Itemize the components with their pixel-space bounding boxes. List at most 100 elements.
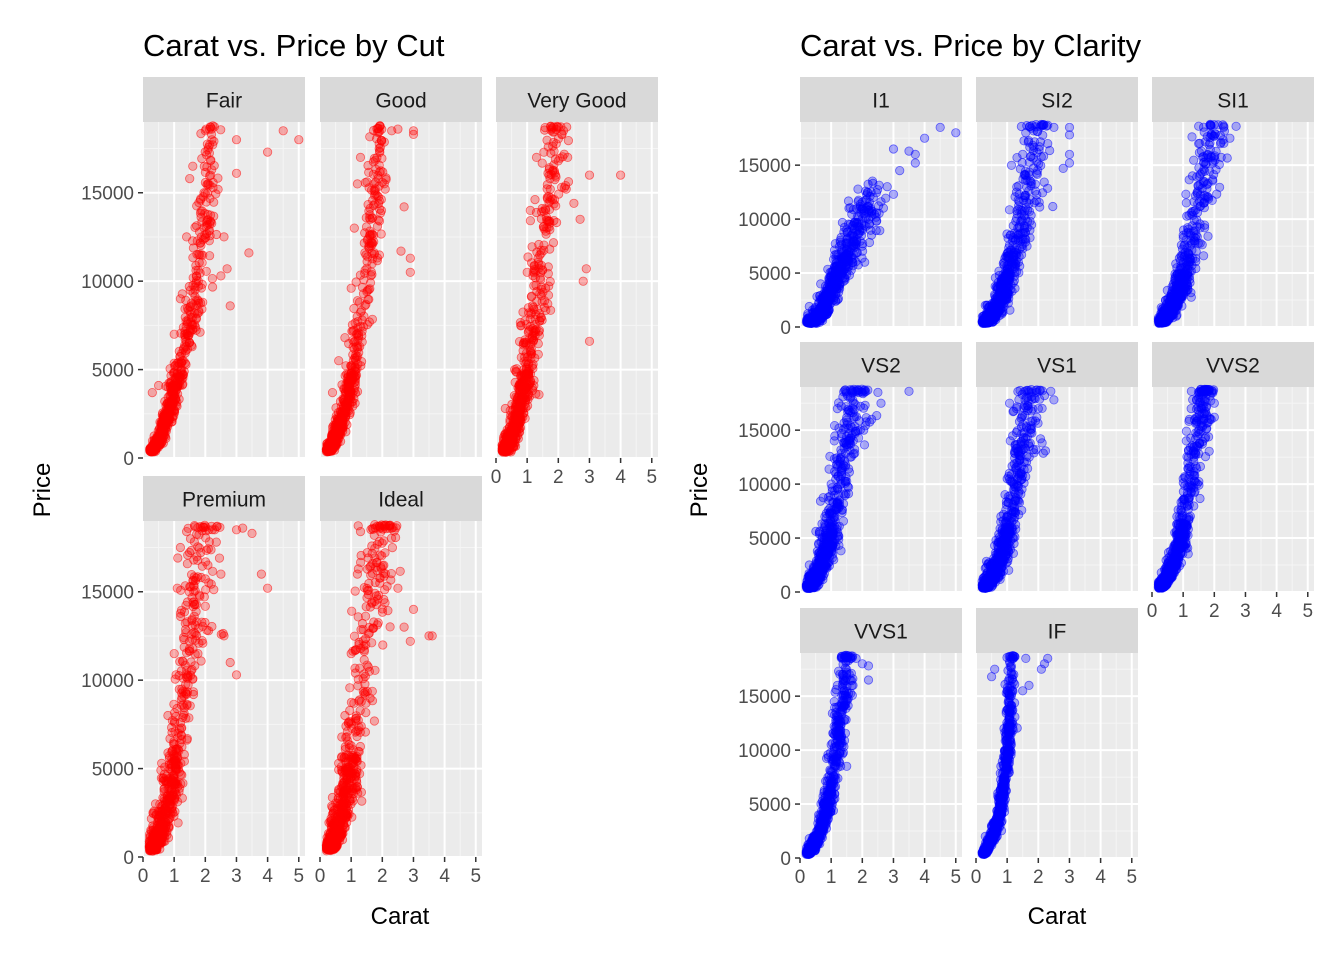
data-point <box>201 557 211 567</box>
data-point <box>866 230 877 240</box>
data-point <box>405 267 415 277</box>
data-point <box>179 632 189 643</box>
data-point <box>352 569 362 579</box>
x-tick-label: 5 <box>470 866 481 887</box>
y-tick-label: 5000 <box>749 264 791 285</box>
data-point <box>352 179 362 189</box>
data-point <box>351 775 362 785</box>
data-point <box>867 211 877 221</box>
data-point <box>176 769 186 780</box>
data-point <box>364 585 374 596</box>
data-point <box>387 542 397 553</box>
data-point <box>201 197 211 207</box>
data-point <box>370 155 380 165</box>
data-point <box>339 800 349 811</box>
x-tick-label: 5 <box>293 866 304 887</box>
data-point <box>340 742 350 752</box>
data-point <box>359 688 369 699</box>
facet-label: Very Good <box>527 90 626 113</box>
data-point <box>520 383 530 393</box>
data-point <box>359 669 369 679</box>
data-point <box>170 674 180 684</box>
data-point <box>356 306 367 316</box>
data-point <box>951 128 961 138</box>
data-point <box>182 526 192 537</box>
data-point <box>196 283 206 293</box>
data-point <box>262 147 273 157</box>
data-point <box>162 771 172 781</box>
data-point <box>185 285 195 295</box>
data-point <box>343 379 353 390</box>
data-point <box>214 553 225 563</box>
data-point <box>377 607 388 617</box>
data-point <box>208 140 218 150</box>
data-point <box>357 796 367 806</box>
data-point <box>539 245 549 255</box>
data-point <box>345 683 355 693</box>
scatter-points <box>145 121 304 457</box>
data-point <box>191 599 201 610</box>
data-point <box>374 143 384 154</box>
data-point <box>202 162 212 172</box>
data-point <box>364 206 374 216</box>
data-point <box>853 195 864 205</box>
y-tick-label: 0 <box>123 449 134 470</box>
data-point <box>346 368 357 378</box>
data-point <box>405 253 415 263</box>
data-point <box>327 792 337 803</box>
data-point <box>363 294 373 305</box>
data-point <box>895 166 905 176</box>
data-point <box>196 129 206 139</box>
data-point <box>518 307 528 317</box>
data-point <box>399 622 409 632</box>
data-point <box>357 326 367 336</box>
data-point <box>367 597 377 607</box>
data-point <box>361 250 371 260</box>
data-point <box>352 755 362 766</box>
data-point <box>368 195 378 205</box>
chart-title: Carat vs. Price by Clarity <box>800 28 1142 63</box>
data-point <box>169 329 179 339</box>
data-point <box>182 597 193 607</box>
data-point <box>200 601 210 611</box>
data-point <box>348 745 358 755</box>
data-point <box>523 252 533 262</box>
data-point <box>910 158 920 168</box>
data-point <box>334 356 344 366</box>
y-axis-title: Price <box>686 463 713 518</box>
data-point <box>888 189 899 199</box>
data-point <box>534 308 545 319</box>
data-point <box>382 581 392 591</box>
data-point <box>540 204 551 214</box>
data-point <box>205 251 215 261</box>
data-point <box>191 260 201 271</box>
data-point <box>356 721 366 731</box>
data-point <box>327 422 338 432</box>
data-point <box>530 195 540 205</box>
data-point <box>192 617 202 627</box>
facet-panel: SI2 <box>975 77 1138 328</box>
y-tick-label: 5000 <box>92 760 134 781</box>
y-tick-label: 15000 <box>81 583 134 604</box>
data-point <box>150 799 161 809</box>
data-point <box>362 177 372 187</box>
x-tick-label: 4 <box>262 866 273 887</box>
data-point <box>372 127 383 137</box>
facet-strip <box>143 77 305 122</box>
data-point <box>176 730 186 740</box>
data-point <box>521 392 531 403</box>
data-point <box>516 320 526 330</box>
data-point <box>359 646 369 657</box>
data-point <box>206 545 216 555</box>
facet-label: Premium <box>182 489 266 512</box>
data-point <box>366 271 376 281</box>
data-point <box>393 583 403 593</box>
data-point <box>176 605 187 615</box>
data-point <box>512 394 522 404</box>
data-point <box>346 648 356 659</box>
facet-label: Good <box>375 90 426 113</box>
data-point <box>563 152 573 162</box>
data-point <box>184 646 194 656</box>
x-tick-label: 0 <box>315 866 326 887</box>
